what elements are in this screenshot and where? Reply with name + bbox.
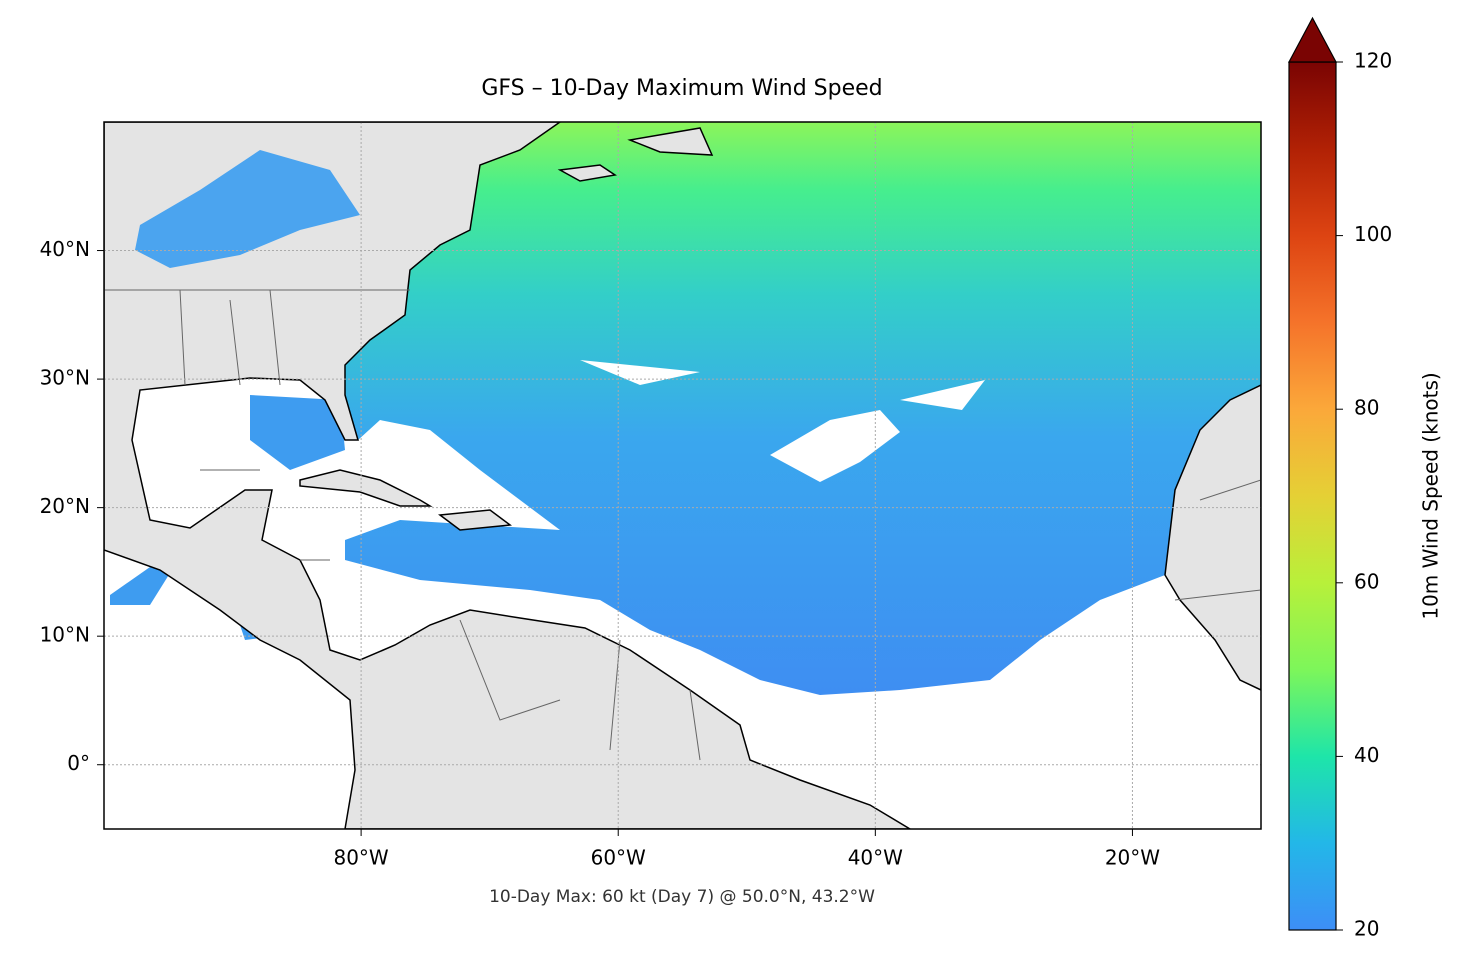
y-tick-label: 20°N [40,494,90,518]
colorbar-tick-label: 100 [1354,222,1392,246]
x-tick-label: 60°W [591,846,646,870]
colorbar-tick-label: 60 [1354,569,1379,593]
colorbar-tick-label: 20 [1354,917,1379,941]
x-tick-label: 80°W [333,846,388,870]
y-tick-label: 40°N [40,237,90,261]
borders [104,289,1261,761]
y-tick-label: 30°N [40,366,90,390]
footnote: 10-Day Max: 60 kt (Day 7) @ 50.0°N, 43.2… [489,887,875,907]
colorbar-tick-label: 40 [1354,743,1379,767]
wind-field [110,395,345,640]
map-frame [103,121,1262,830]
gridlines [104,122,1261,829]
wind-field [345,122,1261,695]
land [299,127,1261,691]
land [104,122,912,829]
colorbar-tick-label: 120 [1354,49,1392,73]
y-tick-label: 10°N [40,623,90,647]
map [104,122,1261,829]
colorbar-label: 10m Wind Speed (knots) [1419,372,1443,619]
x-tick-label: 40°W [848,846,903,870]
x-tick-label: 20°W [1105,846,1160,870]
y-tick-label: 0° [67,751,90,775]
colorbar-tick-label: 80 [1354,396,1379,420]
colorbar-extend [1287,16,1338,63]
title: GFS – 10-Day Maximum Wind Speed [481,76,882,101]
colorbar [1288,61,1337,931]
wind-field [135,150,360,268]
calm-area [580,360,985,482]
